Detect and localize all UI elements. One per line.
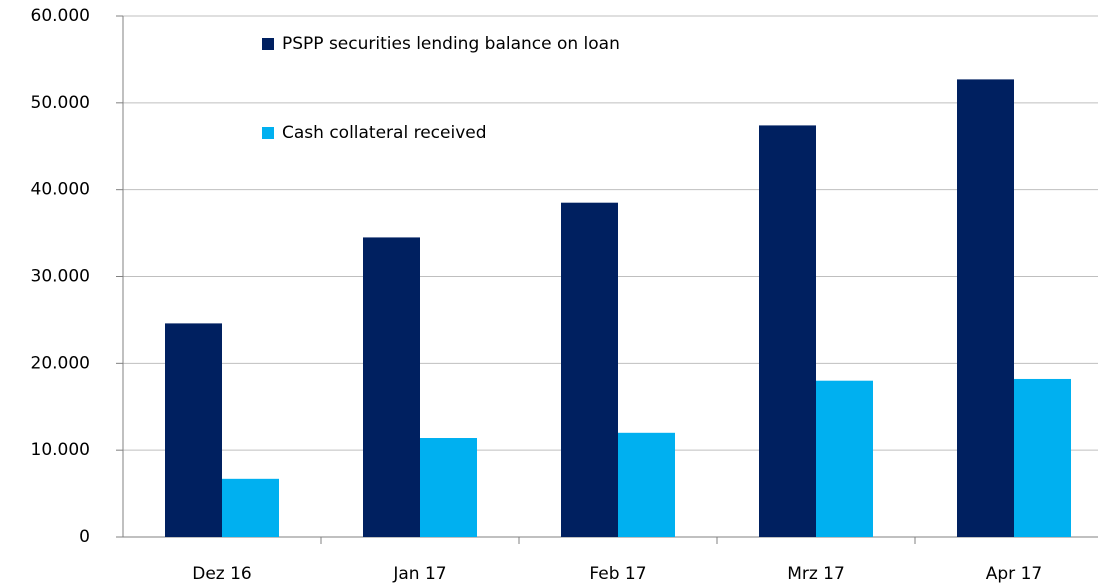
bar bbox=[561, 202, 618, 538]
bar bbox=[816, 380, 873, 537]
bar bbox=[759, 125, 816, 537]
y-tick-label: 10.000 bbox=[31, 440, 90, 460]
x-tick-label: Feb 17 bbox=[589, 564, 646, 584]
bar bbox=[957, 79, 1014, 537]
bar bbox=[165, 323, 222, 537]
x-tick-label: Dez 16 bbox=[192, 564, 252, 584]
y-tick-label: 40.000 bbox=[31, 180, 90, 200]
y-tick-label: 0 bbox=[79, 527, 90, 547]
bar bbox=[420, 438, 477, 537]
bar bbox=[618, 432, 675, 537]
legend-swatch bbox=[262, 38, 274, 50]
legend-swatch bbox=[262, 127, 274, 139]
y-tick-label: 20.000 bbox=[31, 353, 90, 373]
y-tick-label: 30.000 bbox=[31, 267, 90, 287]
bar bbox=[1014, 378, 1071, 537]
x-tick-label: Apr 17 bbox=[986, 564, 1042, 584]
y-tick-label: 60.000 bbox=[31, 6, 90, 26]
legend-label: Cash collateral received bbox=[282, 123, 487, 143]
x-tick-label: Jan 17 bbox=[392, 564, 446, 584]
bar bbox=[222, 478, 279, 537]
y-tick-label: 50.000 bbox=[31, 93, 90, 113]
bar bbox=[363, 237, 420, 538]
x-tick-label: Mrz 17 bbox=[787, 564, 845, 584]
legend-label: PSPP securities lending balance on loan bbox=[282, 34, 620, 54]
